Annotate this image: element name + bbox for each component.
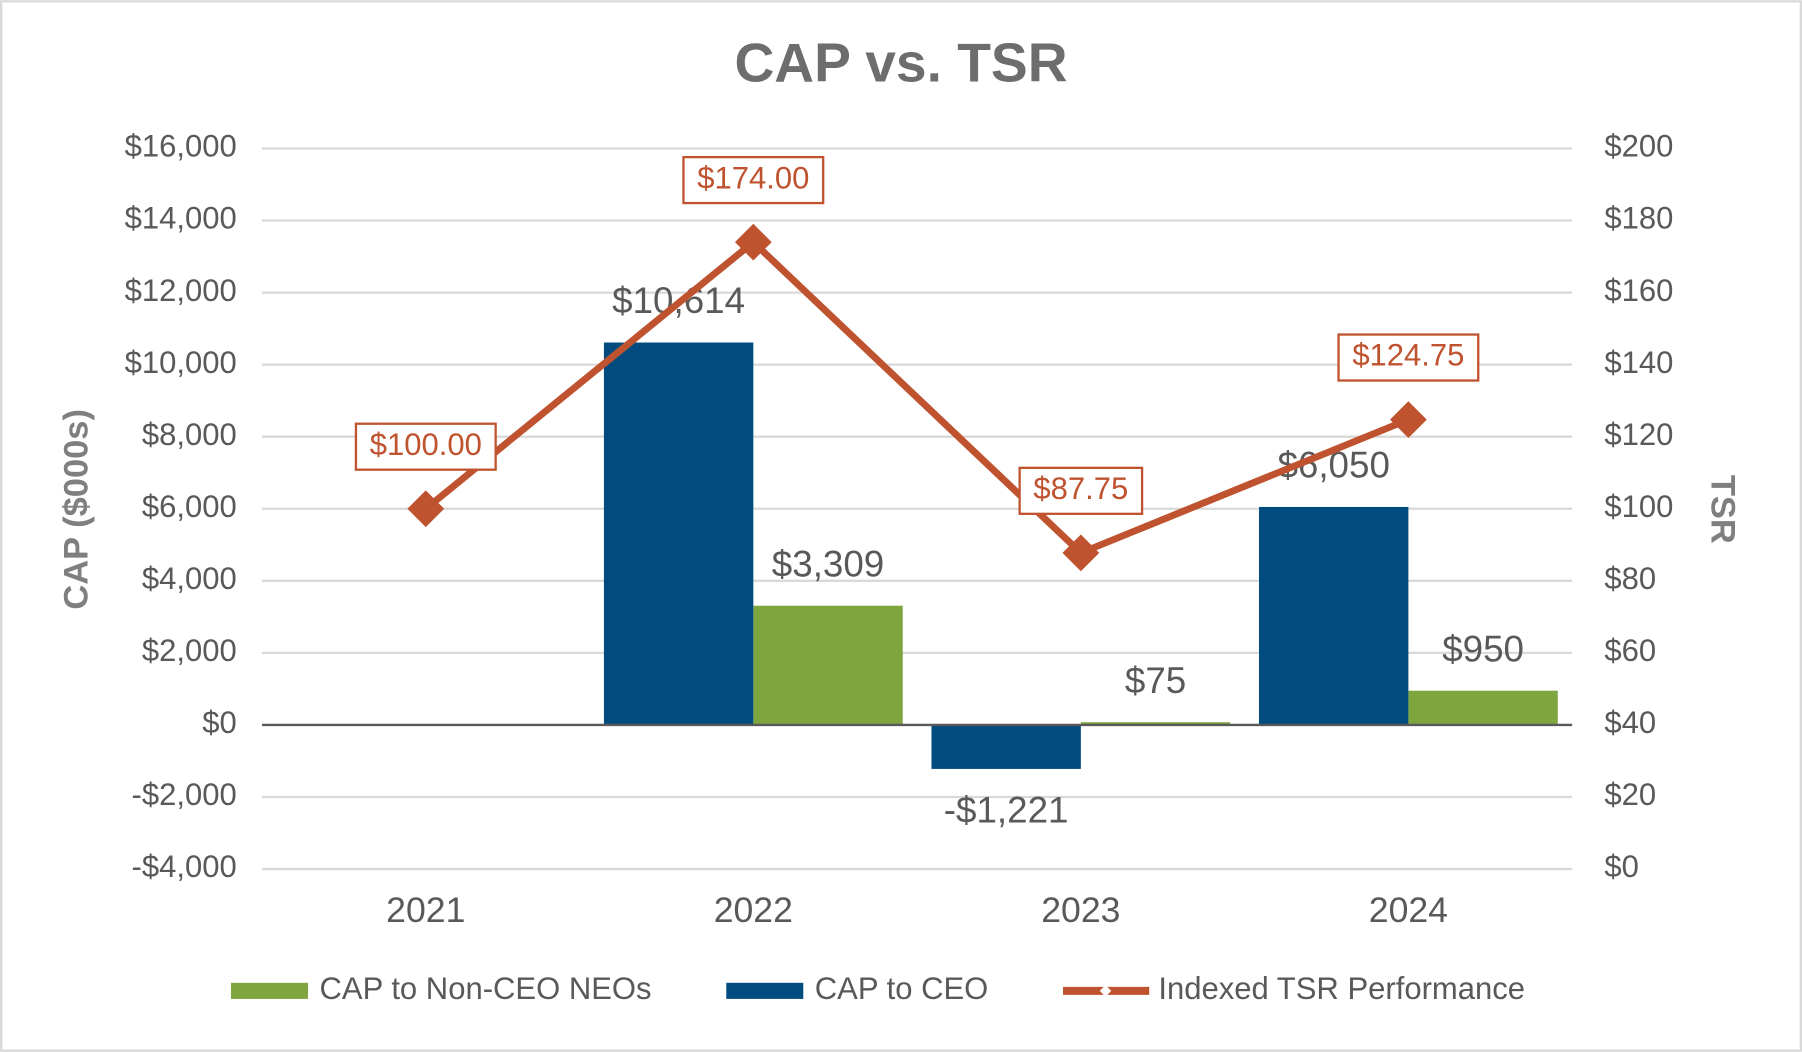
y-tick-label: $12,000 <box>125 273 237 308</box>
legend-swatch <box>726 982 804 999</box>
y2-tick-label: $100 <box>1604 489 1673 524</box>
label-box <box>354 422 497 471</box>
y-tick-label: $4,000 <box>142 561 237 596</box>
y-tick-label: -$2,000 <box>132 777 237 812</box>
x-tick-label: 2022 <box>714 890 793 930</box>
y2-tick-label: $180 <box>1604 201 1673 236</box>
line-marker <box>1389 401 1427 438</box>
y2-tick-label: $160 <box>1604 273 1673 308</box>
line-value-label: $124.75 <box>1352 338 1464 373</box>
y-tick-label: $10,000 <box>125 345 237 380</box>
line-value-label: $100.00 <box>370 427 482 462</box>
x-tick-label: 2023 <box>1041 890 1120 930</box>
bar <box>931 724 1081 769</box>
bar <box>603 342 754 725</box>
y2-tick-label: $140 <box>1604 345 1673 380</box>
label-box <box>682 155 825 205</box>
line-marker <box>407 490 445 528</box>
y-tick-label: $14,000 <box>125 201 237 236</box>
y2-tick-label: $120 <box>1604 417 1673 452</box>
bar-value-label: $75 <box>1125 660 1186 701</box>
legend-label: CAP to Non-CEO NEOs <box>319 971 651 1006</box>
legend-label: CAP to CEO <box>815 971 989 1006</box>
y2-tick-label: $80 <box>1604 561 1656 596</box>
bar-value-label: $3,309 <box>772 543 884 584</box>
legend-swatch <box>230 982 308 999</box>
chart-title: CAP vs. TSR <box>734 31 1067 93</box>
y-tick-label: -$4,000 <box>132 849 237 884</box>
label-box <box>1337 333 1480 382</box>
y-tick-label: $6,000 <box>142 489 237 524</box>
bar-value-label: $950 <box>1442 628 1524 669</box>
y-tick-label: $16,000 <box>125 129 237 164</box>
line-value-label: $174.00 <box>697 160 809 195</box>
y2-tick-label: $40 <box>1604 705 1656 740</box>
bar <box>753 605 903 725</box>
legend-label: Indexed TSR Performance <box>1158 971 1525 1006</box>
y-axis-title: CAP ($000s) <box>57 409 95 610</box>
label-box <box>1018 466 1144 515</box>
y-tick-label: $8,000 <box>142 417 237 452</box>
bar <box>1080 722 1231 725</box>
y2-tick-label: $20 <box>1604 777 1656 812</box>
bar <box>1258 506 1409 725</box>
y2-tick-label: $0 <box>1604 849 1639 884</box>
y2-axis-title: TSR <box>1703 475 1741 544</box>
y-tick-label: $2,000 <box>142 633 237 668</box>
y-tick-label: $0 <box>202 705 236 740</box>
line-marker <box>734 223 772 261</box>
y2-tick-label: $200 <box>1604 129 1673 164</box>
bar <box>1408 690 1558 725</box>
line-value-label: $87.75 <box>1033 471 1128 506</box>
x-tick-label: 2021 <box>386 890 465 930</box>
x-tick-label: 2024 <box>1369 890 1448 930</box>
line <box>423 237 1410 557</box>
bar-value-label: -$1,221 <box>944 789 1069 830</box>
y2-tick-label: $60 <box>1604 633 1656 668</box>
